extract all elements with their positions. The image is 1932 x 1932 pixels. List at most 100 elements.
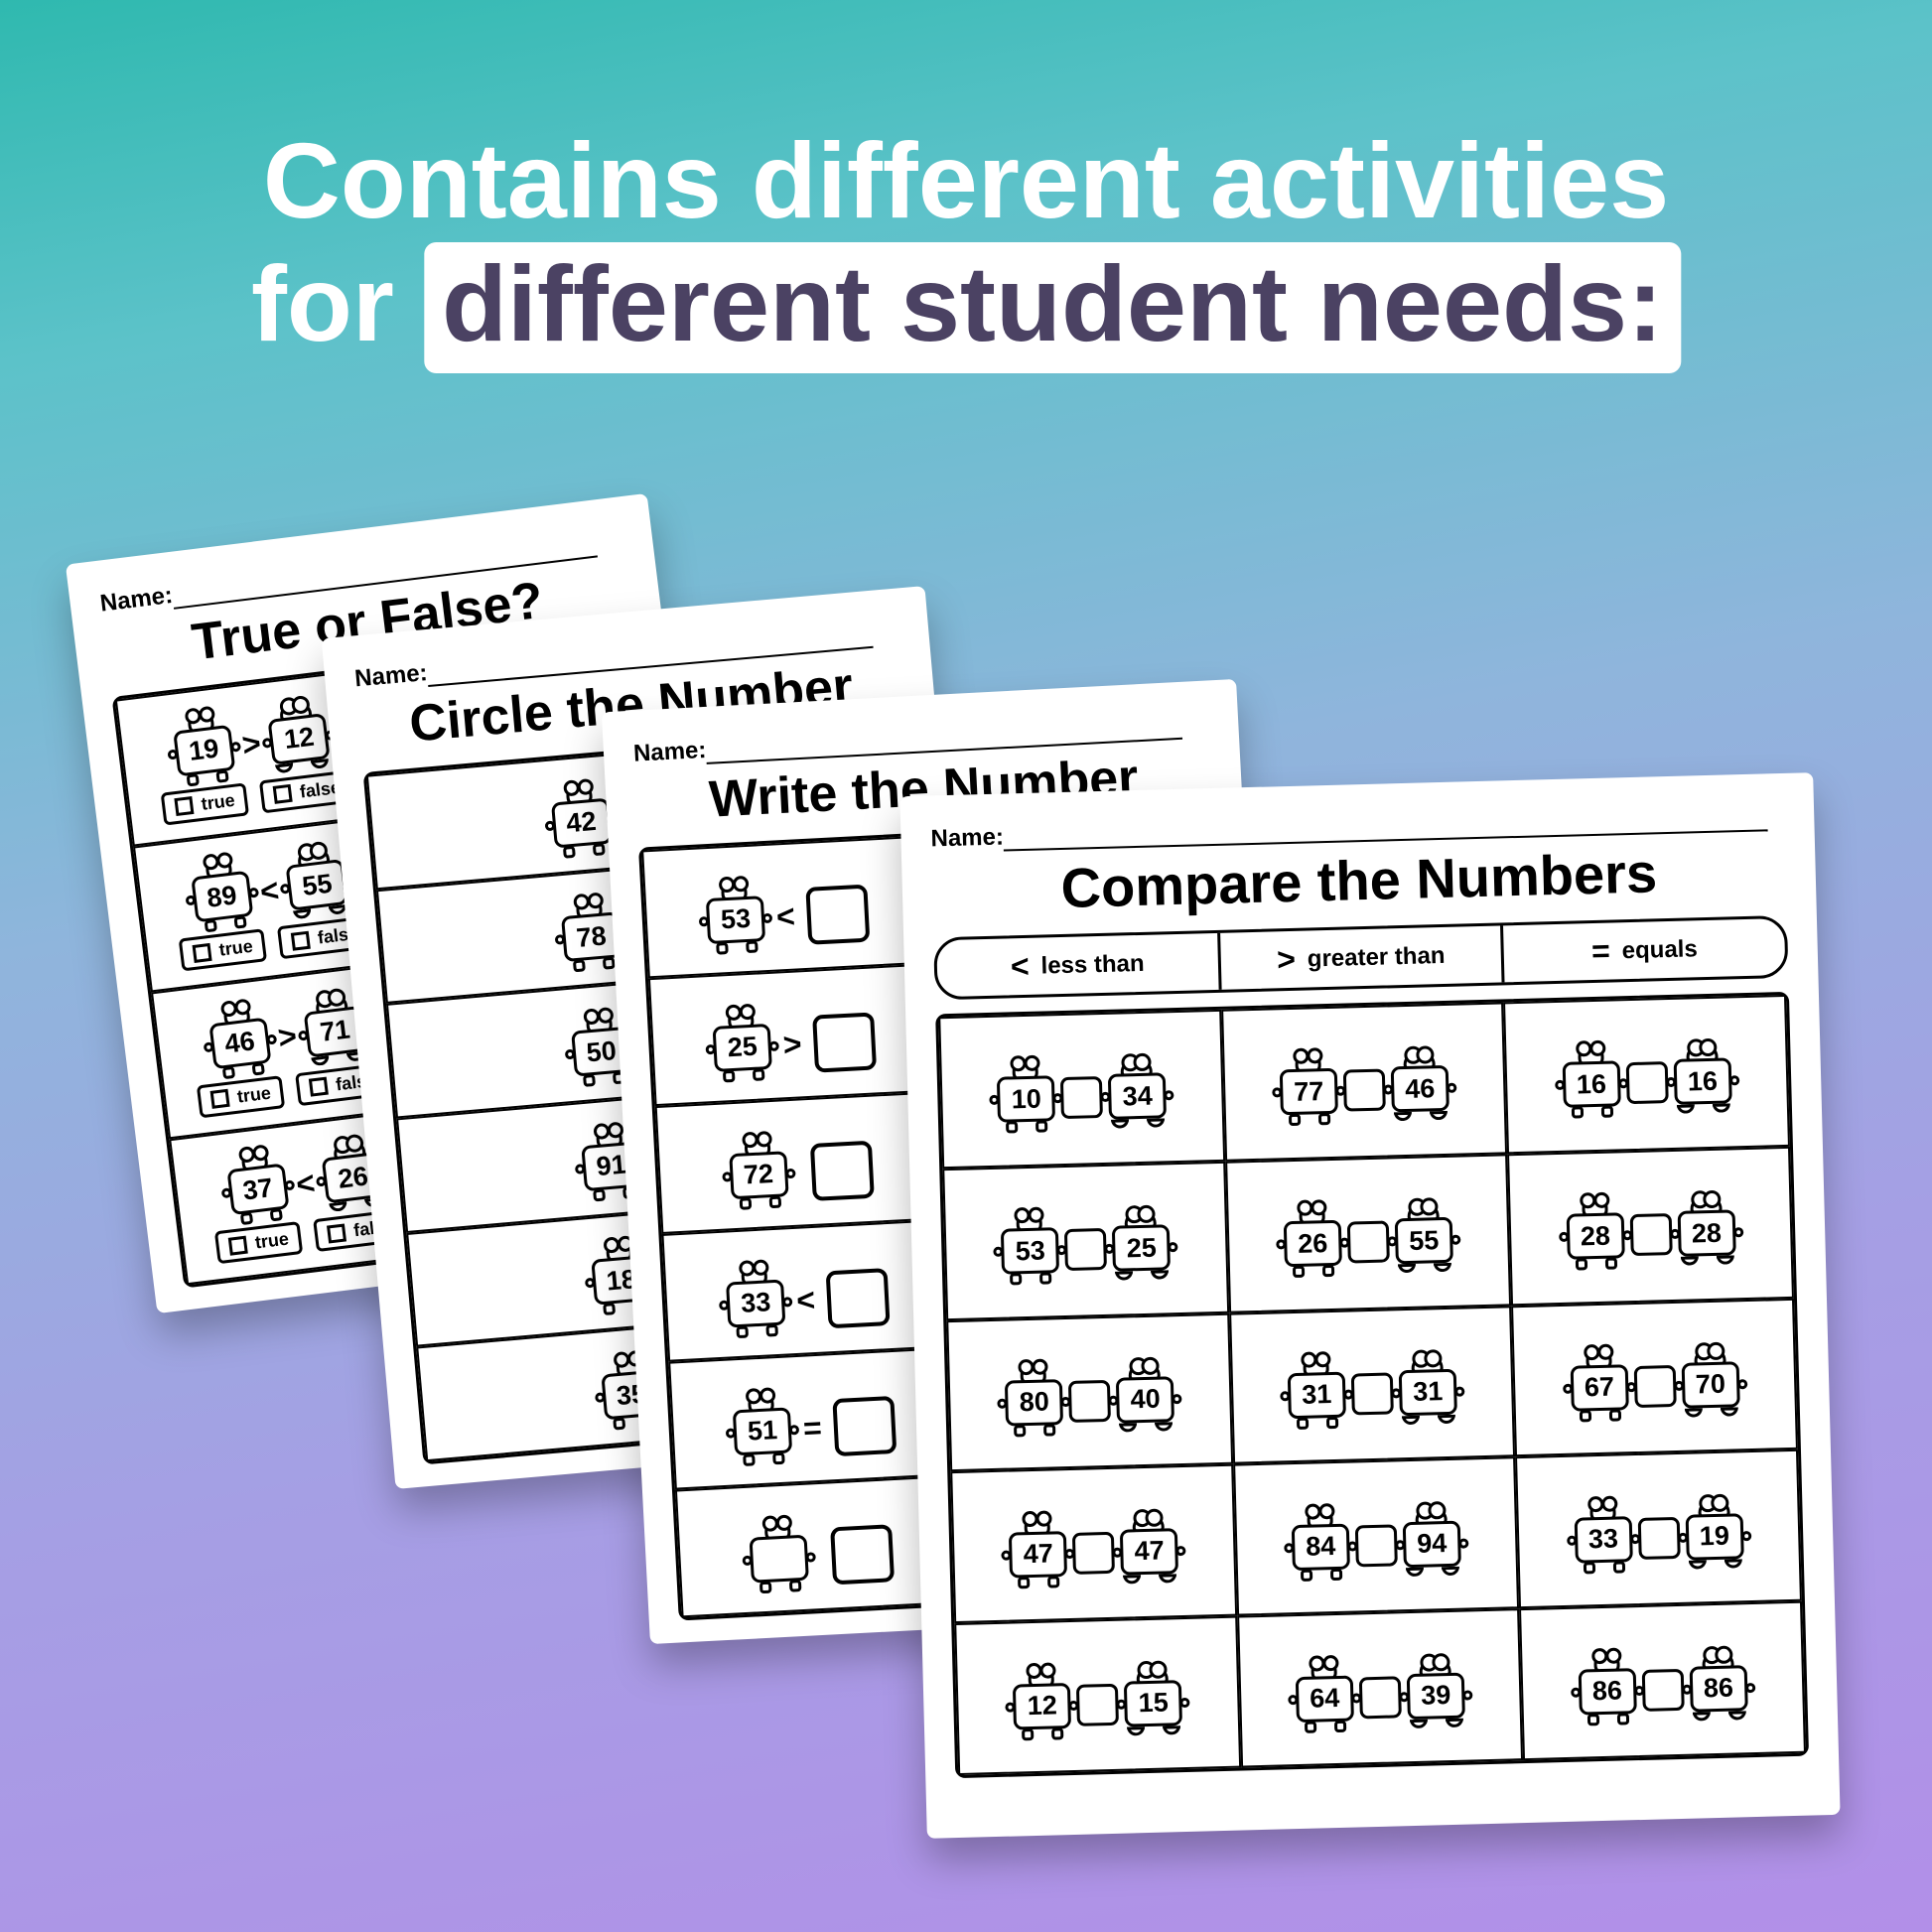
true-box[interactable]: true (161, 782, 249, 825)
bear-icon: 37 (226, 1164, 289, 1216)
compare-cell: 26 55 (1225, 1154, 1512, 1312)
number-sign: 16 (1673, 1058, 1731, 1106)
frog-icon: 12 (268, 713, 331, 765)
answer-blank[interactable] (1351, 1372, 1394, 1415)
frog-icon: 40 (1116, 1376, 1174, 1424)
answer-blank[interactable] (1355, 1524, 1398, 1567)
answer-blank[interactable] (1629, 1213, 1672, 1256)
answer-blank[interactable] (1625, 1061, 1668, 1104)
answer-blank[interactable] (1637, 1517, 1680, 1560)
answer-blank[interactable] (1068, 1380, 1111, 1423)
answer-blank[interactable] (805, 884, 870, 944)
true-box[interactable]: true (179, 928, 267, 971)
frog-icon: 86 (1689, 1665, 1747, 1713)
compare-cell: 67 70 (1511, 1298, 1798, 1456)
legend-item: =equals (1500, 918, 1785, 982)
frog-icon: 25 (1112, 1224, 1171, 1272)
compare-cell: 84 94 (1233, 1457, 1520, 1616)
bear-icon: 67 (1570, 1364, 1628, 1412)
comparison-symbol: < (775, 898, 796, 936)
frog-icon: 28 (1677, 1210, 1735, 1258)
compare-cell: 80 40 (946, 1312, 1233, 1471)
comparison-symbol: = (802, 1410, 823, 1448)
frog-icon: 55 (1395, 1217, 1453, 1265)
answer-blank[interactable] (1072, 1532, 1115, 1575)
answer-blank[interactable] (1060, 1076, 1103, 1119)
number-sign: 39 (1407, 1672, 1465, 1720)
frog-icon: 55 (286, 859, 348, 911)
number-sign: 15 (1124, 1680, 1182, 1727)
write-cell: 72 (655, 1091, 946, 1234)
comparison-symbol: < (795, 1282, 816, 1319)
answer-blank[interactable] (812, 1012, 877, 1072)
comparison-symbol: > (240, 726, 263, 764)
answer-blank[interactable] (1064, 1228, 1107, 1271)
legend-text: equals (1621, 935, 1698, 965)
number-sign: 64 (1296, 1675, 1354, 1723)
number-sign: 46 (1391, 1065, 1449, 1113)
write-cell: 33 < (661, 1219, 952, 1362)
answer-blank[interactable] (1076, 1683, 1119, 1725)
number-sign: 37 (226, 1164, 289, 1216)
true-box[interactable]: true (197, 1075, 285, 1118)
bear-icon: 42 (551, 797, 613, 848)
true-box[interactable]: true (214, 1221, 303, 1264)
comparison-symbol: > (276, 1018, 299, 1056)
write-cell: 53 < (641, 835, 932, 978)
bear-icon: 53 (706, 896, 765, 944)
number-sign: 84 (1292, 1523, 1350, 1571)
number-sign: 86 (1578, 1668, 1636, 1716)
legend-text: greater than (1307, 941, 1445, 973)
answer-blank[interactable] (1633, 1365, 1676, 1408)
bear-icon: 77 (1280, 1068, 1338, 1116)
number-sign: 31 (1288, 1372, 1346, 1420)
answer-blank[interactable] (809, 1140, 874, 1200)
number-sign: 72 (729, 1151, 788, 1199)
answer-blank[interactable] (825, 1268, 890, 1328)
number-sign: 42 (551, 797, 613, 848)
frog-icon: 34 (1108, 1073, 1167, 1121)
legend-symbol: < (1010, 948, 1030, 985)
number-sign: 25 (1112, 1224, 1171, 1272)
number-sign: 80 (1005, 1379, 1063, 1427)
frog-icon: 70 (1681, 1361, 1739, 1409)
number-sign: 55 (1395, 1217, 1453, 1265)
number-sign: 67 (1570, 1364, 1628, 1412)
answer-blank[interactable] (1359, 1676, 1402, 1719)
compare-cell: 47 47 (950, 1464, 1237, 1623)
compare-cell: 10 34 (938, 1010, 1225, 1169)
number-sign: 47 (1120, 1528, 1178, 1576)
compare-cell: 31 31 (1229, 1306, 1516, 1464)
bear-icon: 64 (1296, 1675, 1354, 1723)
frog-icon: 19 (1685, 1513, 1743, 1561)
answer-blank[interactable] (1641, 1668, 1684, 1711)
legend-text: less than (1040, 949, 1145, 980)
bear-icon: 47 (1009, 1531, 1067, 1579)
compare-legend: <less than>greater than=equals (933, 915, 1788, 1000)
compare-cell: 64 39 (1237, 1608, 1524, 1767)
compare-cell: 86 86 (1519, 1601, 1806, 1760)
answer-blank[interactable] (1343, 1069, 1386, 1112)
number-sign: 40 (1116, 1376, 1174, 1424)
number-sign: 94 (1403, 1520, 1461, 1568)
frog-icon: 46 (1391, 1065, 1449, 1113)
compare-cell: 16 16 (1503, 995, 1790, 1154)
number-sign: 53 (1001, 1227, 1059, 1275)
answer-blank[interactable] (832, 1395, 897, 1455)
number-sign: 89 (191, 871, 253, 923)
bear-icon: 12 (1013, 1683, 1071, 1730)
number-sign: 12 (1013, 1683, 1071, 1730)
legend-item: < less than (936, 933, 1218, 997)
compare-cell: 33 19 (1515, 1449, 1802, 1608)
worksheet-compare-numbers: Name: Compare the Numbers <less than>gre… (899, 772, 1840, 1839)
number-sign: 70 (1681, 1361, 1739, 1409)
number-sign: 51 (733, 1407, 792, 1455)
number-sign: 33 (1574, 1516, 1632, 1564)
number-sign: 77 (1280, 1068, 1338, 1116)
compare-cell: 77 46 (1221, 1002, 1508, 1161)
bear-icon: 80 (1005, 1379, 1063, 1427)
bear-icon: 25 (713, 1023, 772, 1071)
answer-blank[interactable] (1347, 1221, 1390, 1264)
answer-blank[interactable] (830, 1524, 895, 1585)
frog-icon: 16 (1673, 1058, 1731, 1106)
